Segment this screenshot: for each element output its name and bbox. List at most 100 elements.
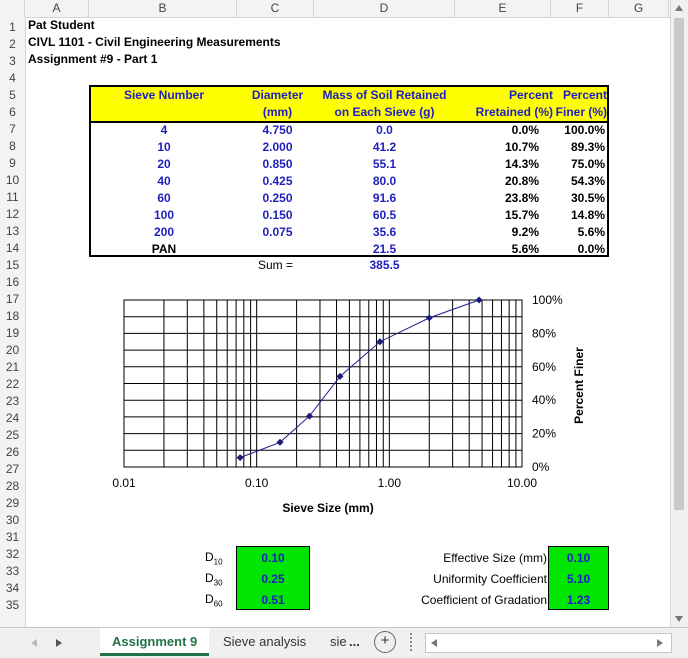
row-header-7[interactable]: 7 <box>9 122 16 136</box>
row-header-1[interactable]: 1 <box>9 20 16 34</box>
column-header-e[interactable]: E <box>455 0 551 17</box>
row-header-23[interactable]: 23 <box>5 394 20 408</box>
table-cell-finer[interactable]: 89.3% <box>570 140 605 154</box>
table-cell-diameter[interactable]: 2.000 <box>262 140 293 154</box>
gradation-chart[interactable]: 0.01 0.10 1.00 10.000%20%40%60%80%100%Sieve… <box>0 0 688 627</box>
row-header-31[interactable]: 31 <box>5 530 20 544</box>
row-header-14[interactable]: 14 <box>5 241 20 255</box>
hscroll-left-icon[interactable] <box>430 638 438 648</box>
table-cell-finer[interactable]: 30.5% <box>570 191 605 205</box>
column-header-a[interactable]: A <box>25 0 89 17</box>
uniformity-value[interactable]: 5.10 <box>566 572 591 586</box>
table-cell-mass[interactable]: 21.5 <box>372 242 397 256</box>
row-header-29[interactable]: 29 <box>5 496 20 510</box>
tab-scroll-left-icon[interactable] <box>30 638 38 648</box>
row-header-5[interactable]: 5 <box>9 88 16 102</box>
table-cell-retained[interactable]: 23.8% <box>504 191 539 205</box>
table-cell-mass[interactable]: 60.5 <box>372 208 397 222</box>
scroll-down-arrow-icon[interactable] <box>674 615 684 623</box>
table-cell-mass[interactable]: 35.6 <box>372 225 397 239</box>
row-header-8[interactable]: 8 <box>9 139 16 153</box>
row-header-10[interactable]: 10 <box>5 173 20 187</box>
data-point[interactable] <box>475 296 483 304</box>
table-cell-mass[interactable]: 55.1 <box>372 157 397 171</box>
row-header-35[interactable]: 35 <box>5 598 20 612</box>
table-cell-finer[interactable]: 75.0% <box>570 157 605 171</box>
table-cell-diameter[interactable]: 4.750 <box>262 123 293 137</box>
row-header-4[interactable]: 4 <box>9 71 16 85</box>
data-point[interactable] <box>425 314 433 322</box>
column-header-d[interactable]: D <box>314 0 455 17</box>
d60-value[interactable]: 0.51 <box>261 593 285 607</box>
table-cell-sieve[interactable]: 100 <box>153 208 175 222</box>
column-header-b[interactable]: B <box>89 0 237 17</box>
table-cell-finer[interactable]: 54.3% <box>570 174 605 188</box>
table-cell-sieve[interactable]: 10 <box>157 140 171 154</box>
scrollbar-thumb[interactable] <box>674 18 684 510</box>
tab-more[interactable]: ... <box>349 634 360 649</box>
data-point[interactable] <box>336 372 344 380</box>
row-header-18[interactable]: 18 <box>5 309 20 323</box>
row-header-15[interactable]: 15 <box>5 258 20 272</box>
row-header-12[interactable]: 12 <box>5 207 20 221</box>
row-header-22[interactable]: 22 <box>5 377 20 391</box>
tab-scroll-right-icon[interactable] <box>55 638 63 648</box>
table-cell-sieve[interactable]: PAN <box>151 242 177 256</box>
tab-splitter[interactable] <box>410 633 413 651</box>
row-header-17[interactable]: 17 <box>5 292 20 306</box>
row-header-6[interactable]: 6 <box>9 105 16 119</box>
row-header-34[interactable]: 34 <box>5 581 20 595</box>
column-header-f[interactable]: F <box>551 0 609 17</box>
table-cell-mass[interactable]: 80.0 <box>372 174 397 188</box>
table-cell-mass[interactable]: 91.6 <box>372 191 397 205</box>
table-cell-diameter[interactable]: 0.850 <box>262 157 293 171</box>
vertical-scrollbar[interactable] <box>670 0 688 627</box>
tab-assignment-9[interactable]: Assignment 9 <box>100 628 210 656</box>
d10-value[interactable]: 0.10 <box>261 551 285 565</box>
data-point[interactable] <box>376 338 384 346</box>
table-cell-retained[interactable]: 9.2% <box>511 225 539 239</box>
table-cell-diameter[interactable]: 0.250 <box>262 191 293 205</box>
table-cell-diameter[interactable]: 0.425 <box>262 174 293 188</box>
row-header-3[interactable]: 3 <box>9 54 16 68</box>
data-point[interactable] <box>236 454 244 462</box>
table-cell-diameter[interactable]: 0.075 <box>262 225 293 239</box>
column-header-g[interactable]: G <box>609 0 669 17</box>
row-header-2[interactable]: 2 <box>9 37 16 51</box>
row-header-25[interactable]: 25 <box>5 428 20 442</box>
row-header-26[interactable]: 26 <box>5 445 20 459</box>
table-cell-finer[interactable]: 100.0% <box>564 123 605 137</box>
row-header-27[interactable]: 27 <box>5 462 20 476</box>
row-header-21[interactable]: 21 <box>5 360 20 374</box>
table-cell-retained[interactable]: 20.8% <box>504 174 539 188</box>
data-point[interactable] <box>305 412 313 420</box>
table-cell-sieve[interactable]: 40 <box>157 174 171 188</box>
horizontal-scrollbar[interactable] <box>425 633 672 653</box>
table-cell-sieve[interactable]: 60 <box>157 191 171 205</box>
row-header-11[interactable]: 11 <box>6 190 19 204</box>
gradation-value[interactable]: 1.23 <box>566 593 591 607</box>
row-header-24[interactable]: 24 <box>5 411 20 425</box>
d30-value[interactable]: 0.25 <box>261 572 285 586</box>
table-cell-finer[interactable]: 5.6% <box>577 225 605 239</box>
table-cell-sieve[interactable]: 200 <box>153 225 175 239</box>
table-cell-retained[interactable]: 5.6% <box>511 242 539 256</box>
table-cell-finer[interactable]: 0.0% <box>577 242 605 256</box>
hscroll-right-icon[interactable] <box>656 638 664 648</box>
row-header-9[interactable]: 9 <box>9 156 16 170</box>
row-header-28[interactable]: 28 <box>5 479 20 493</box>
table-cell-mass[interactable]: 41.2 <box>372 140 397 154</box>
table-cell-sieve[interactable]: 4 <box>160 123 168 137</box>
data-point[interactable] <box>276 438 284 446</box>
table-cell-retained[interactable]: 10.7% <box>504 140 539 154</box>
table-cell-sieve[interactable]: 20 <box>157 157 171 171</box>
tab-sieve-analysis[interactable]: Sieve analysis <box>223 634 307 649</box>
table-cell-retained[interactable]: 0.0% <box>511 123 539 137</box>
row-header-20[interactable]: 20 <box>5 343 20 357</box>
table-cell-retained[interactable]: 15.7% <box>504 208 539 222</box>
table-cell-finer[interactable]: 14.8% <box>570 208 605 222</box>
row-header-32[interactable]: 32 <box>5 547 20 561</box>
table-cell-diameter[interactable]: 0.150 <box>262 208 293 222</box>
add-sheet-button[interactable]: + <box>374 631 396 653</box>
row-header-16[interactable]: 16 <box>5 275 20 289</box>
